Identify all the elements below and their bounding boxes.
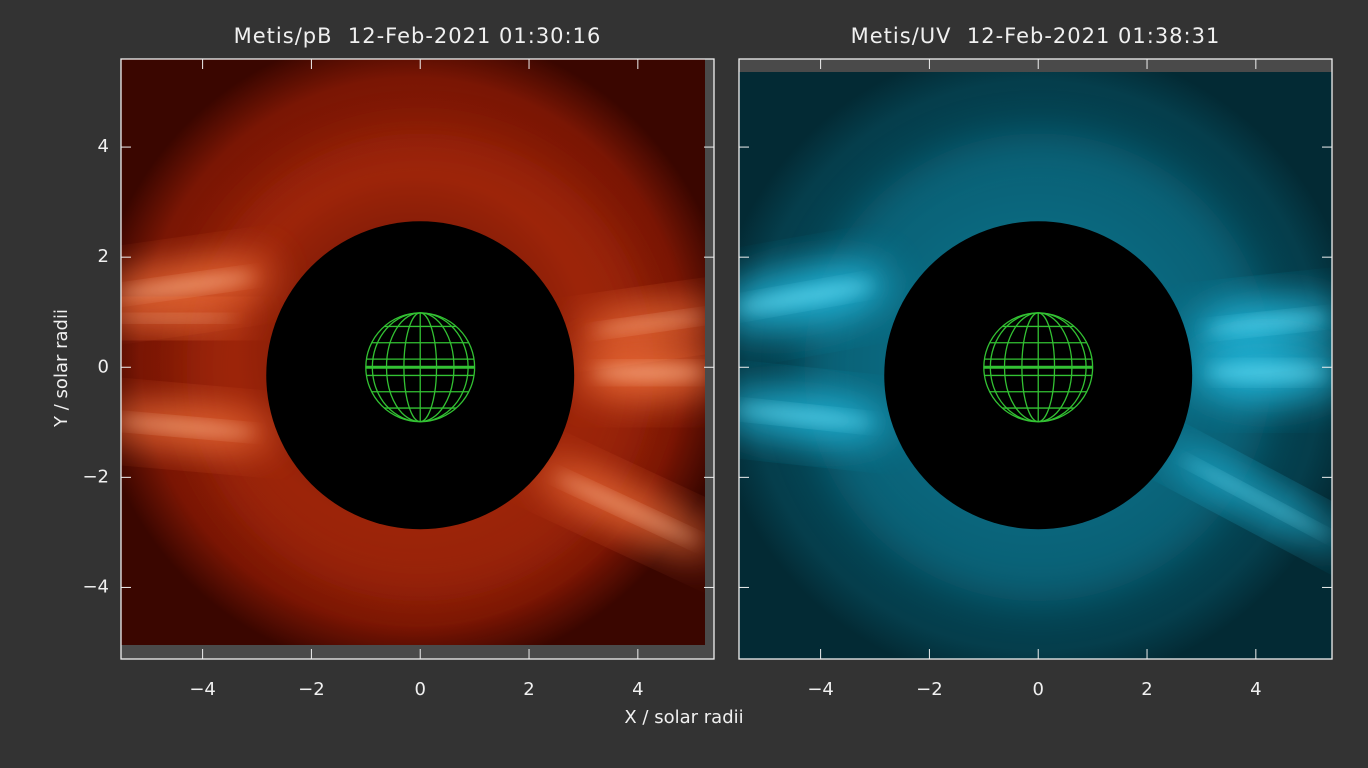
solar-disk-grid (365, 312, 476, 423)
streamer-core (121, 315, 237, 322)
x-tick-label: 2 (523, 679, 534, 700)
solar-disk-grid (983, 312, 1094, 423)
x-tick-label: 0 (1032, 679, 1043, 700)
y-axis-label: Y / solar radii (51, 309, 72, 428)
panel-title: Metis/UV 12-Feb-2021 01:38:31 (851, 24, 1221, 48)
streamer-core (1182, 458, 1329, 537)
x-tick-label: 0 (414, 679, 425, 700)
streamer-core (121, 274, 256, 298)
streamer-core (1206, 314, 1328, 333)
x-tick-label: −4 (807, 679, 834, 700)
x-tick-label: 4 (1250, 679, 1261, 700)
panel-title: Metis/pB 12-Feb-2021 01:30:16 (234, 24, 602, 48)
y-tick-label: 0 (98, 356, 109, 377)
axes-frame (120, 58, 715, 660)
streamer-core (1205, 365, 1328, 381)
x-axis-label: X / solar radii (624, 707, 743, 728)
y-tick-label: −4 (82, 576, 109, 597)
y-tick-label: 2 (98, 246, 109, 267)
streamer-core (121, 418, 256, 436)
x-tick-label: −2 (298, 679, 325, 700)
streamer-core (739, 282, 873, 311)
streamer-core (592, 314, 705, 333)
y-tick-label: 4 (98, 136, 109, 157)
axes-frame (738, 58, 1333, 660)
coronagraph-image (739, 72, 1332, 659)
streamer-core (739, 406, 874, 426)
x-tick-label: 4 (632, 679, 643, 700)
x-tick-label: −2 (916, 679, 943, 700)
x-tick-label: −4 (189, 679, 216, 700)
streamer-core (592, 365, 705, 380)
streamer-core (555, 475, 698, 543)
y-tick-label: −2 (82, 466, 109, 487)
x-tick-label: 2 (1141, 679, 1152, 700)
coronagraph-image (121, 59, 705, 645)
